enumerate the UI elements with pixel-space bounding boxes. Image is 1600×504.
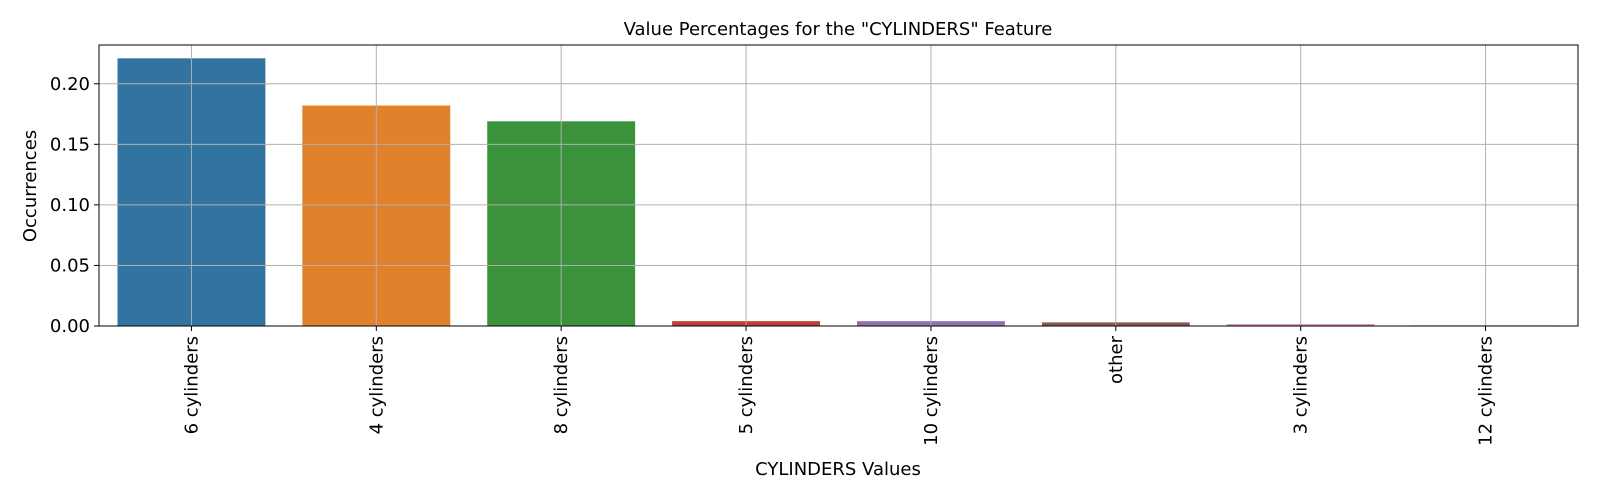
x-tick-label: 3 cylinders xyxy=(1291,336,1312,434)
plot-frame xyxy=(98,44,1579,327)
y-tick-label: 0.10 xyxy=(50,195,90,216)
y-tick-labels: 0.00 0.05 0.10 0.15 0.20 xyxy=(50,74,99,337)
x-axis-label: CYLINDERS Values xyxy=(755,459,921,480)
x-tick-labels: 6 cylinders 4 cylinders 8 cylinders 5 cylin… xyxy=(181,326,1497,446)
x-tick-label: other xyxy=(1106,335,1127,384)
x-tick-label: 10 cylinders xyxy=(921,336,942,446)
y-tick-label: 0.20 xyxy=(50,74,90,95)
y-tick-label: 0.15 xyxy=(50,134,90,155)
x-tick-label: 12 cylinders xyxy=(1476,336,1497,446)
chart-title: Value Percentages for the "CYLINDERS" Fe… xyxy=(624,19,1053,40)
x-tick-label: 4 cylinders xyxy=(366,336,387,434)
bars xyxy=(117,58,1560,327)
y-tick-label: 0.00 xyxy=(50,316,90,337)
x-tick-label: 8 cylinders xyxy=(551,336,572,434)
y-axis-label: Occurrences xyxy=(20,130,41,242)
x-tick-label: 5 cylinders xyxy=(736,336,757,434)
y-tick-label: 0.05 xyxy=(50,255,90,276)
x-tick-label: 6 cylinders xyxy=(181,336,202,434)
